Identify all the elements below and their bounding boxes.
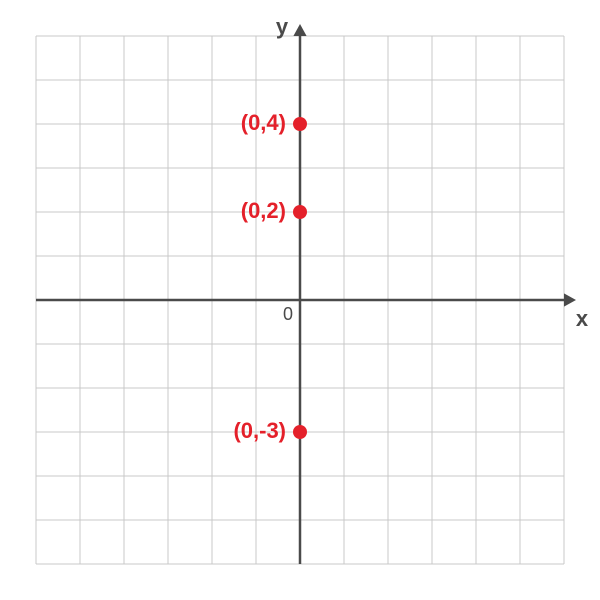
point-label: (0,2)	[241, 198, 286, 223]
x-axis-label: x	[576, 306, 589, 331]
point-label: (0,-3)	[233, 418, 286, 443]
plotted-point	[293, 205, 307, 219]
coordinate-plane-svg: x y 0 (0,4) (0,2) (0,-3)	[0, 0, 600, 600]
coordinate-plane: x y 0 (0,4) (0,2) (0,-3)	[0, 0, 600, 600]
point-label: (0,4)	[241, 110, 286, 135]
plotted-point	[293, 425, 307, 439]
y-axis-label: y	[276, 14, 289, 39]
origin-label: 0	[283, 304, 293, 324]
plotted-point	[293, 117, 307, 131]
